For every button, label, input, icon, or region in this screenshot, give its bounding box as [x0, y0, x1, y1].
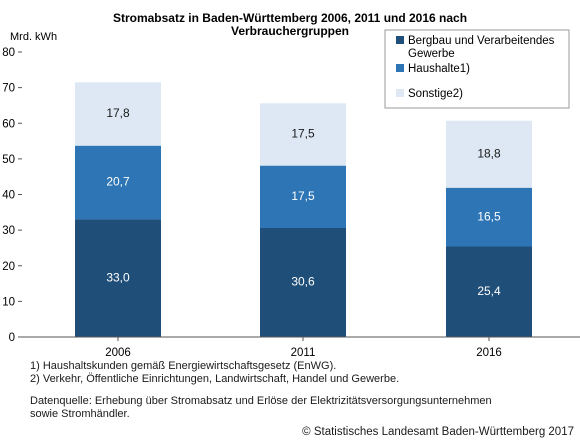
legend-box	[384, 29, 570, 109]
copyright: © Statistisches Landesamt Baden-Württemb…	[302, 426, 574, 438]
data-label: 17,5	[291, 127, 315, 141]
source-line-2: sowie Stromhändler.	[30, 408, 130, 420]
source-line-1: Datenquelle: Erhebung über Stromabsatz u…	[30, 395, 492, 407]
data-label: 25,4	[477, 284, 501, 298]
footnote-2: 2) Verkehr, Öffentliche Einrichtungen, L…	[30, 373, 400, 385]
bar-segment	[260, 165, 346, 228]
y-tick-label: 0	[9, 332, 15, 344]
bar-segment	[260, 103, 346, 166]
y-tick-label: 40	[2, 190, 15, 202]
data-label: 18,8	[477, 146, 501, 160]
legend-swatch	[396, 64, 404, 72]
bar-segment	[75, 219, 161, 337]
data-label: 20,7	[106, 175, 130, 189]
y-tick-label: 70	[2, 83, 15, 95]
y-tick-label: 20	[2, 261, 15, 273]
legend-label: Haushalte1)	[408, 63, 470, 75]
legend-label: Bergbau und Verarbeitendes	[408, 35, 555, 47]
y-tick-label: 60	[2, 118, 15, 130]
chart-title-line-1: Stromabsatz in Baden-Württemberg 2006, 2…	[113, 11, 467, 25]
y-axis-unit-label: Mrd. kWh	[10, 31, 57, 43]
legend-label: Gewerbe	[408, 48, 455, 60]
legend-label: Sonstige2)	[408, 88, 463, 100]
bar-segment	[260, 227, 346, 337]
bar-segment	[446, 246, 532, 337]
legend-swatch	[396, 89, 404, 97]
bar-segment	[446, 187, 532, 247]
data-label: 16,5	[477, 209, 501, 223]
x-tick-label: 2016	[476, 347, 502, 359]
bar-segment	[446, 120, 532, 188]
bar-segment	[75, 145, 161, 220]
bar-segment	[75, 82, 161, 146]
y-tick-label: 10	[2, 296, 15, 308]
data-label: 33,0	[106, 270, 130, 284]
footnote-1: 1) Haushaltskunden gemäß Energiewirtscha…	[30, 360, 337, 372]
y-axis: 0 10 20 30 40 50 60 70 80	[2, 47, 22, 344]
chart-title-line-2: Verbrauchergruppen	[231, 24, 349, 38]
data-label: 17,5	[291, 189, 315, 203]
data-label: 30,6	[291, 275, 315, 289]
bars: 33,0 20,7 17,8 30,6 17,5 17,5 25,4 16,5 18,8	[75, 82, 532, 337]
y-tick-label: 30	[2, 225, 15, 237]
x-tick-label: 2011	[291, 347, 316, 359]
y-tick-label: 80	[2, 47, 15, 59]
x-axis: 2006 2011 2016	[105, 337, 502, 359]
x-tick-label: 2006	[105, 347, 131, 359]
y-tick-label: 50	[2, 154, 15, 166]
legend-swatch	[396, 36, 404, 44]
data-label: 17,8	[106, 106, 130, 120]
